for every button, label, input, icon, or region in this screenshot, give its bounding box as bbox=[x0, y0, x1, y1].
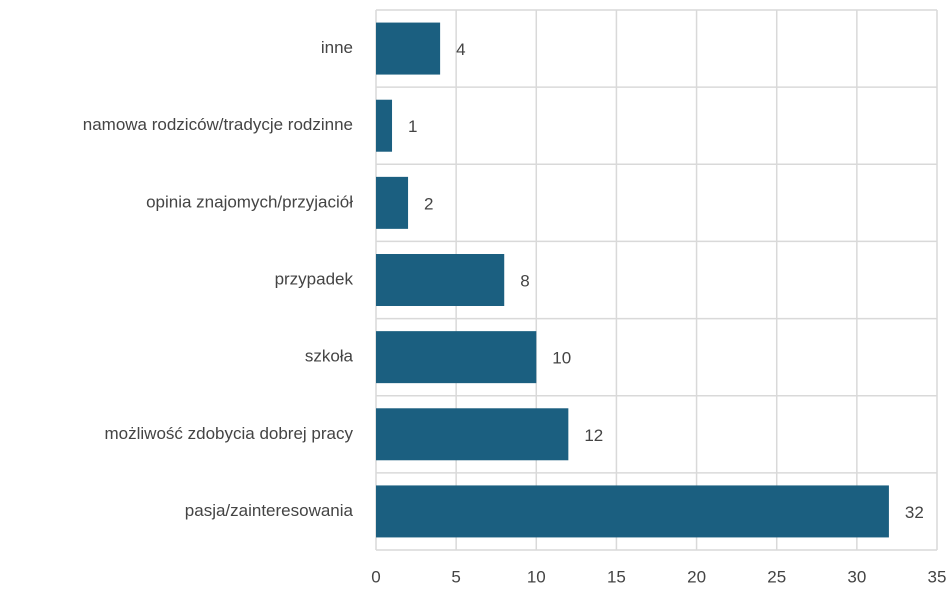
value-label: 12 bbox=[584, 426, 603, 445]
x-tick-label: 35 bbox=[928, 567, 947, 586]
value-label: 2 bbox=[424, 194, 433, 213]
bar bbox=[376, 176, 409, 229]
x-tick-label: 25 bbox=[767, 567, 786, 586]
bar bbox=[376, 254, 505, 306]
bar bbox=[376, 99, 393, 152]
x-tick-label: 5 bbox=[451, 567, 460, 586]
y-tick-label: namowa rodziców/tradycje rodzinne bbox=[83, 115, 353, 134]
value-label: 10 bbox=[552, 349, 571, 368]
x-tick-label: 30 bbox=[847, 567, 866, 586]
y-tick-label: przypadek bbox=[275, 269, 354, 288]
x-tick-label: 15 bbox=[607, 567, 626, 586]
x-tick-label: 0 bbox=[371, 567, 380, 586]
y-tick-label: możliwość zdobycia dobrej pracy bbox=[105, 424, 354, 443]
value-label: 1 bbox=[408, 117, 417, 136]
value-label: 8 bbox=[520, 271, 529, 290]
bar bbox=[376, 331, 537, 384]
x-tick-label: 20 bbox=[687, 567, 706, 586]
x-tick-label: 10 bbox=[527, 567, 546, 586]
bar bbox=[376, 22, 441, 75]
y-tick-label: inne bbox=[321, 38, 353, 57]
bar bbox=[376, 485, 889, 538]
bar bbox=[376, 408, 569, 461]
value-label: 4 bbox=[456, 40, 465, 59]
y-tick-label: opinia znajomych/przyjaciół bbox=[146, 192, 353, 211]
value-label: 32 bbox=[905, 503, 924, 522]
y-tick-label: pasja/zainteresowania bbox=[185, 501, 354, 520]
y-tick-label: szkoła bbox=[305, 347, 354, 366]
